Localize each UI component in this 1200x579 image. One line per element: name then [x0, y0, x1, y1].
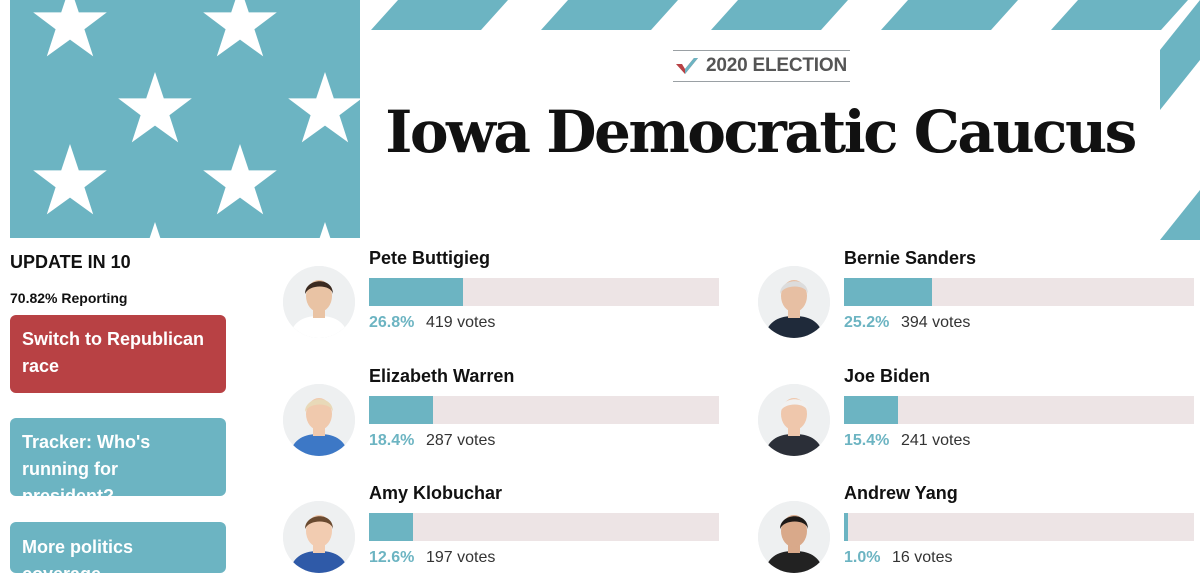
star-icon — [285, 68, 360, 148]
header-background — [360, 30, 1160, 238]
candidate-name: Pete Buttigieg — [369, 248, 491, 268]
candidate-photo — [283, 266, 355, 338]
vote-count: 197 votes — [426, 549, 496, 566]
candidate-name: Andrew Yang — [844, 483, 958, 503]
star-icon — [200, 140, 280, 220]
star-icon — [30, 140, 110, 220]
candidate-name: Elizabeth Warren — [369, 366, 515, 386]
page-title: Iowa Democratic Caucus — [385, 98, 1137, 166]
star-icon — [200, 0, 280, 62]
flag-edge-stripes — [1160, 0, 1200, 240]
candidate-photo — [758, 266, 830, 338]
vote-count: 394 votes — [901, 314, 971, 331]
vote-bar-track — [369, 513, 719, 541]
vote-percent: 1.0% — [844, 549, 881, 566]
vote-bar-track — [844, 396, 1194, 424]
kicker-text: 2020 ELECTION — [705, 55, 847, 76]
election-kicker: 2020 ELECTION — [673, 50, 850, 82]
flag-stripes — [360, 0, 1200, 30]
vote-count: 241 votes — [901, 432, 971, 449]
switch-republican-button[interactable]: Switch to Republican race — [10, 315, 226, 393]
star-icon — [115, 68, 195, 148]
vote-percent: 26.8% — [369, 314, 415, 331]
vote-bar-fill — [844, 278, 933, 306]
candidate-name: Joe Biden — [844, 366, 931, 386]
candidate-photo — [758, 384, 830, 456]
candidate-photo — [283, 501, 355, 573]
ballot-check-icon — [675, 58, 698, 74]
star-icon — [30, 0, 110, 62]
vote-percent: 18.4% — [369, 432, 415, 449]
vote-count: 419 votes — [426, 314, 496, 331]
star-icon — [115, 218, 195, 238]
candidate-card-sanders: Bernie Sanders 25.2% 394 votes — [758, 244, 1200, 354]
tracker-button[interactable]: Tracker: Who's running for president? — [10, 418, 226, 506]
candidate-card-buttigieg: Pete Buttigieg 26.8% 419 votes — [283, 244, 743, 354]
vote-percent: 12.6% — [369, 549, 415, 566]
candidate-card-yang: Andrew Yang 1.0% 16 votes — [758, 479, 1200, 579]
vote-bar-fill — [369, 513, 414, 541]
star-icon — [285, 218, 360, 238]
reporting-status: 70.82% Reporting — [10, 290, 128, 306]
vote-bar-track — [369, 278, 719, 306]
vote-bar-fill — [844, 513, 848, 541]
candidate-name: Amy Klobuchar — [369, 483, 503, 503]
update-countdown: UPDATE IN 10 — [10, 252, 131, 272]
vote-percent: 25.2% — [844, 314, 890, 331]
vote-bar-fill — [369, 278, 463, 306]
candidate-name: Bernie Sanders — [844, 248, 977, 268]
candidate-photo — [283, 384, 355, 456]
candidate-photo — [758, 501, 830, 573]
vote-bar-track — [844, 513, 1194, 541]
flag-banner — [10, 0, 360, 238]
candidate-card-klobuchar: Amy Klobuchar 12.6% 197 votes — [283, 479, 743, 579]
vote-count: 16 votes — [892, 549, 953, 566]
vote-percent: 15.4% — [844, 432, 890, 449]
vote-bar-track — [844, 278, 1194, 306]
politics-coverage-button[interactable]: More politics coverage — [10, 522, 226, 579]
vote-bar-fill — [369, 396, 434, 424]
candidate-card-warren: Elizabeth Warren 18.4% 287 votes — [283, 362, 743, 472]
vote-bar-track — [369, 396, 719, 424]
vote-count: 287 votes — [426, 432, 496, 449]
candidate-card-biden: Joe Biden 15.4% 241 votes — [758, 362, 1200, 472]
vote-bar-fill — [844, 396, 898, 424]
